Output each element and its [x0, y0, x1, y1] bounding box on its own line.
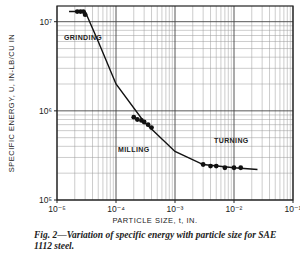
minor-grid-x: [113, 6, 114, 200]
minor-grid-x: [144, 6, 145, 200]
x-tick-label: 10⁻³: [167, 204, 184, 214]
x-tick: [175, 200, 176, 203]
minor-grid-x: [157, 6, 158, 200]
x-tick-label: 10⁻²: [226, 204, 243, 214]
x-tick: [293, 200, 294, 203]
minor-grid-x: [220, 6, 221, 200]
minor-grid-x: [251, 6, 252, 200]
region-label: GRINDING: [64, 34, 102, 41]
grid-x: [116, 6, 117, 200]
y-tick: [54, 110, 57, 111]
minor-grid-x: [203, 6, 204, 200]
minor-grid-x: [231, 6, 232, 200]
minor-grid-x: [161, 6, 162, 200]
chart: 10⁻⁵ 10⁻⁴ 10⁻³ 10⁻² 10⁻¹ 10⁵ 10⁶ 10⁷ PARTICLE SI…: [0, 0, 300, 258]
x-tick-label: 10⁻⁵: [48, 204, 65, 214]
y-tick: [54, 21, 57, 22]
minor-grid-x: [283, 6, 284, 200]
minor-grid-x: [106, 6, 107, 200]
minor-grid-x: [224, 6, 225, 200]
grid-y: [57, 110, 293, 111]
minor-grid-x: [102, 6, 103, 200]
point: [135, 117, 140, 122]
minor-grid-x: [287, 6, 288, 200]
x-tick-label: 10⁻⁴: [107, 204, 125, 214]
region-label: TURNING: [214, 137, 249, 144]
region-label: MILLING: [118, 146, 150, 153]
minor-grid-x: [192, 6, 193, 200]
minor-grid-x: [172, 6, 173, 200]
minor-grid-x: [269, 6, 270, 200]
x-tick: [234, 200, 235, 203]
caption: Fig. 2—Variation of specific energy with…: [34, 230, 296, 252]
minor-grid-x: [262, 6, 263, 200]
y-tick-label: 10⁶: [39, 106, 52, 116]
x-tick: [116, 200, 117, 203]
minor-grid-x: [275, 6, 276, 200]
minor-grid-x: [110, 6, 111, 200]
minor-grid-x: [133, 6, 134, 200]
y-axis-label: SPECIFIC ENERGY, U, IN-LB/CU IN: [7, 34, 16, 172]
minor-grid-x: [169, 6, 170, 200]
minor-grid-x: [165, 6, 166, 200]
x-axis-label: PARTICLE SIZE, t, IN.: [112, 216, 197, 225]
y-tick-label: 10⁷: [39, 17, 52, 27]
x-tick-label: 10⁻¹: [285, 204, 300, 214]
plot-frame: [57, 6, 293, 200]
minor-grid-x: [290, 6, 291, 200]
minor-grid-x: [151, 6, 152, 200]
y-tick: [54, 200, 57, 201]
grid-y: [57, 21, 293, 22]
grid-x: [175, 6, 176, 200]
minor-grid-x: [216, 6, 217, 200]
minor-grid-x: [210, 6, 211, 200]
grid: [57, 6, 293, 200]
y-tick-label: 10⁵: [39, 195, 52, 205]
minor-grid-x: [279, 6, 280, 200]
grid-x: [234, 6, 235, 200]
minor-grid-x: [228, 6, 229, 200]
